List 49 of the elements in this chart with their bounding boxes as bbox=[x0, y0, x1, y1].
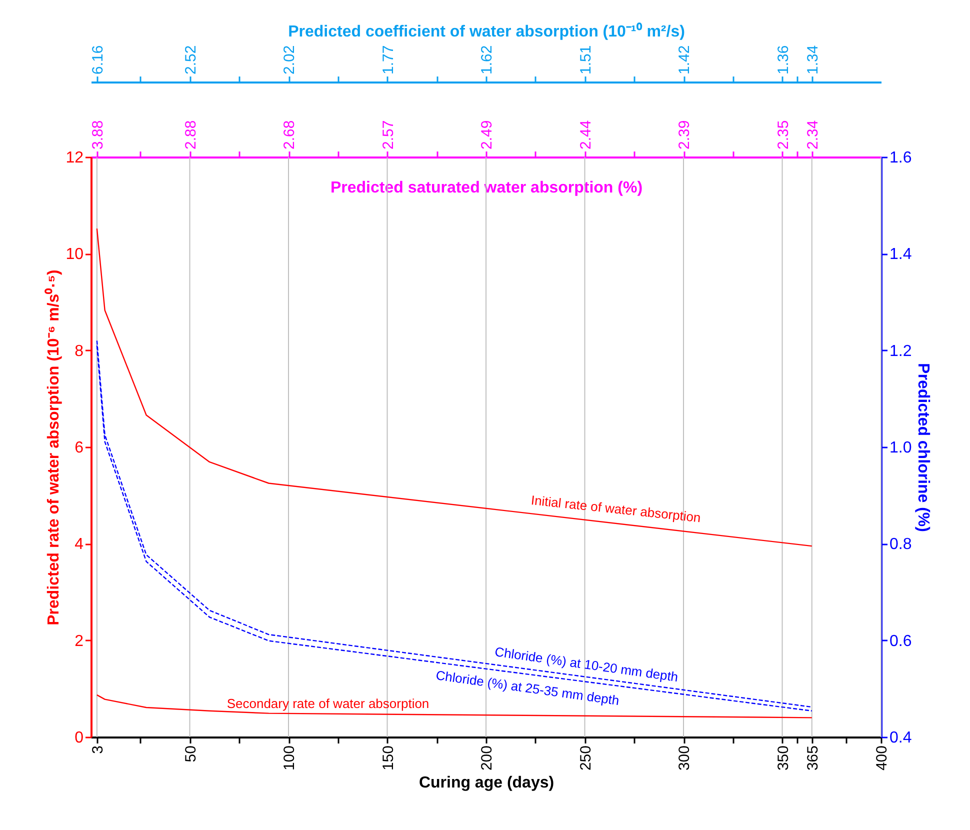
y2-tick-label: 1.4 bbox=[890, 246, 912, 264]
x-tick-label: 100 bbox=[281, 746, 298, 771]
x-tick-label: 300 bbox=[676, 746, 693, 771]
x2-axis-title: Predicted saturated water absorption (%) bbox=[330, 180, 643, 196]
text: 2.88 bbox=[182, 120, 200, 150]
text: 2.39 bbox=[676, 120, 693, 150]
y-tick-label: 2 bbox=[74, 632, 84, 650]
series-label: Secondary rate of water absorption bbox=[226, 696, 430, 711]
x-tick-label: 200 bbox=[478, 746, 496, 771]
y2-tick-label: 1.6 bbox=[890, 150, 912, 166]
y-axis-title: Predicted rate of water absorption (10⁻⁶ m/s⁰·⁵) bbox=[44, 270, 63, 626]
text: 2.57 bbox=[380, 120, 397, 150]
x-tick-label: 3 bbox=[89, 746, 106, 754]
y2-axis-title: Predicted chlorine (%) bbox=[914, 363, 932, 532]
text: 2.52 bbox=[182, 45, 200, 74]
y-tick-label: 12 bbox=[66, 150, 84, 166]
y-tick-label: 0 bbox=[74, 730, 84, 746]
text: 1.62 bbox=[478, 45, 496, 74]
x-tick-label: 365 bbox=[804, 746, 822, 771]
text: 1.51 bbox=[577, 45, 594, 74]
y2-tick-label: 1.0 bbox=[890, 440, 912, 456]
y-tick-label: 6 bbox=[74, 440, 84, 456]
y2-tick-label: 0.8 bbox=[890, 536, 912, 554]
x-axis-title: Curing age (days) bbox=[418, 774, 554, 792]
x-tick-label: 150 bbox=[380, 746, 397, 771]
y2-tick-label: 1.2 bbox=[890, 342, 912, 360]
text: 2.34 bbox=[804, 120, 822, 150]
y2-tick-label: 0.4 bbox=[890, 730, 912, 746]
y-tick-label: 10 bbox=[66, 246, 84, 264]
x-tick-label: 250 bbox=[577, 746, 594, 771]
text: 2.35 bbox=[774, 120, 792, 150]
text: 2.49 bbox=[478, 120, 496, 150]
text: 1.34 bbox=[804, 45, 822, 74]
text: 1.42 bbox=[676, 45, 693, 74]
y2-tick-label: 0.6 bbox=[890, 632, 912, 650]
text: Predicted coefficient of water absorption (10⁻¹⁰ m²/s) bbox=[288, 22, 685, 40]
text: 2.02 bbox=[281, 45, 298, 74]
text: 2.68 bbox=[281, 120, 298, 150]
text: Initial rate of water absorption bbox=[530, 492, 702, 526]
x-tick-label: 350 bbox=[774, 746, 792, 771]
text: 1.36 bbox=[774, 45, 792, 74]
y-tick-label: 4 bbox=[74, 536, 84, 554]
text: 2.44 bbox=[577, 120, 594, 150]
text: 3.88 bbox=[89, 120, 106, 150]
x-tick-label: 50 bbox=[182, 746, 200, 762]
y-tick-label: 8 bbox=[74, 342, 84, 360]
text: 6.16 bbox=[89, 45, 106, 74]
x-tick-label: 400 bbox=[874, 746, 890, 771]
text: 1.77 bbox=[380, 45, 397, 74]
